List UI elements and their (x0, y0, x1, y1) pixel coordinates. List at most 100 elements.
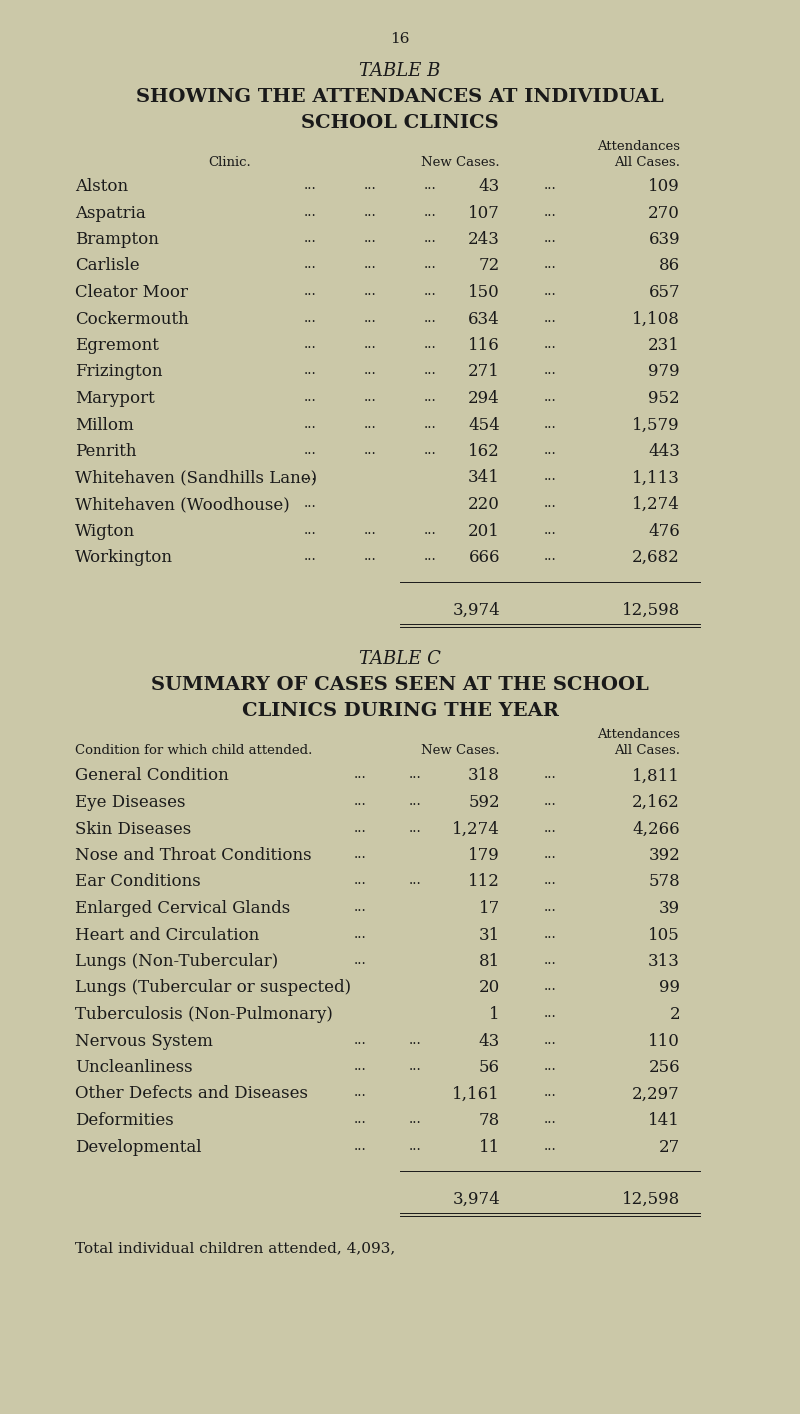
Text: ...: ... (544, 311, 556, 324)
Text: ...: ... (424, 549, 436, 563)
Text: 256: 256 (648, 1059, 680, 1076)
Text: ...: ... (544, 417, 556, 430)
Text: 105: 105 (648, 926, 680, 943)
Text: ...: ... (544, 390, 556, 404)
Text: ...: ... (304, 205, 316, 219)
Text: 294: 294 (468, 390, 500, 407)
Text: ...: ... (354, 1111, 366, 1126)
Text: ...: ... (544, 257, 556, 271)
Text: ...: ... (424, 337, 436, 351)
Text: ...: ... (409, 795, 422, 807)
Text: ...: ... (304, 230, 316, 245)
Text: 952: 952 (648, 390, 680, 407)
Text: Whitehaven (Sandhills Lane): Whitehaven (Sandhills Lane) (75, 469, 317, 486)
Text: ...: ... (544, 768, 556, 782)
Text: 1,579: 1,579 (632, 417, 680, 434)
Text: ...: ... (409, 1059, 422, 1073)
Text: 162: 162 (468, 443, 500, 460)
Text: 201: 201 (468, 523, 500, 540)
Text: ...: ... (544, 980, 556, 994)
Text: ...: ... (544, 523, 556, 536)
Text: Cleator Moor: Cleator Moor (75, 284, 188, 301)
Text: 4,266: 4,266 (632, 820, 680, 837)
Text: ...: ... (354, 768, 366, 782)
Text: ...: ... (304, 496, 316, 510)
Text: ...: ... (544, 899, 556, 913)
Text: New Cases.: New Cases. (422, 744, 500, 756)
Text: 3,974: 3,974 (452, 601, 500, 618)
Text: ...: ... (364, 257, 376, 271)
Text: ...: ... (424, 205, 436, 219)
Text: Skin Diseases: Skin Diseases (75, 820, 191, 837)
Text: ...: ... (354, 795, 366, 807)
Text: ...: ... (544, 363, 556, 378)
Text: SHOWING THE ATTENDANCES AT INDIVIDUAL: SHOWING THE ATTENDANCES AT INDIVIDUAL (136, 88, 664, 106)
Text: 43: 43 (478, 178, 500, 195)
Text: ...: ... (304, 443, 316, 457)
Text: ...: ... (544, 1032, 556, 1046)
Text: SCHOOL CLINICS: SCHOOL CLINICS (301, 115, 499, 132)
Text: ...: ... (544, 1138, 556, 1152)
Text: 141: 141 (648, 1111, 680, 1128)
Text: ...: ... (364, 390, 376, 404)
Text: Total individual children attended, 4,093,: Total individual children attended, 4,09… (75, 1241, 395, 1256)
Text: 476: 476 (648, 523, 680, 540)
Text: 454: 454 (468, 417, 500, 434)
Text: 392: 392 (648, 847, 680, 864)
Text: TABLE C: TABLE C (359, 649, 441, 667)
Text: ...: ... (544, 847, 556, 861)
Text: ...: ... (544, 1059, 556, 1073)
Text: ...: ... (424, 390, 436, 404)
Text: ...: ... (354, 847, 366, 861)
Text: Whitehaven (Woodhouse): Whitehaven (Woodhouse) (75, 496, 290, 513)
Text: Attendances: Attendances (597, 140, 680, 153)
Text: 1,274: 1,274 (452, 820, 500, 837)
Text: 112: 112 (468, 874, 500, 891)
Text: 231: 231 (648, 337, 680, 354)
Text: 150: 150 (468, 284, 500, 301)
Text: ...: ... (364, 178, 376, 192)
Text: ...: ... (424, 363, 436, 378)
Text: ...: ... (544, 549, 556, 563)
Text: 1,108: 1,108 (632, 311, 680, 328)
Text: Frizington: Frizington (75, 363, 162, 380)
Text: Uncleanliness: Uncleanliness (75, 1059, 193, 1076)
Text: 666: 666 (469, 549, 500, 566)
Text: ...: ... (364, 230, 376, 245)
Text: ...: ... (544, 284, 556, 298)
Text: Maryport: Maryport (75, 390, 154, 407)
Text: ...: ... (354, 1032, 366, 1046)
Text: ...: ... (409, 1138, 422, 1152)
Text: ...: ... (354, 926, 366, 940)
Text: ...: ... (364, 284, 376, 298)
Text: Millom: Millom (75, 417, 134, 434)
Text: ...: ... (304, 417, 316, 430)
Text: ...: ... (409, 1111, 422, 1126)
Text: 1,811: 1,811 (632, 768, 680, 785)
Text: 116: 116 (468, 337, 500, 354)
Text: ...: ... (424, 284, 436, 298)
Text: 443: 443 (648, 443, 680, 460)
Text: Penrith: Penrith (75, 443, 137, 460)
Text: 270: 270 (648, 205, 680, 222)
Text: ...: ... (354, 953, 366, 967)
Text: ...: ... (364, 337, 376, 351)
Text: Brampton: Brampton (75, 230, 159, 247)
Text: 43: 43 (478, 1032, 500, 1049)
Text: Workington: Workington (75, 549, 173, 566)
Text: ...: ... (544, 795, 556, 807)
Text: ...: ... (354, 1138, 366, 1152)
Text: ...: ... (544, 926, 556, 940)
Text: ...: ... (544, 178, 556, 192)
Text: 99: 99 (659, 980, 680, 997)
Text: 20: 20 (478, 980, 500, 997)
Text: Ear Conditions: Ear Conditions (75, 874, 201, 891)
Text: 592: 592 (468, 795, 500, 812)
Text: CLINICS DURING THE YEAR: CLINICS DURING THE YEAR (242, 701, 558, 720)
Text: Carlisle: Carlisle (75, 257, 140, 274)
Text: ...: ... (364, 205, 376, 219)
Text: SUMMARY OF CASES SEEN AT THE SCHOOL: SUMMARY OF CASES SEEN AT THE SCHOOL (151, 676, 649, 693)
Text: ...: ... (544, 496, 556, 510)
Text: 72: 72 (478, 257, 500, 274)
Text: Heart and Circulation: Heart and Circulation (75, 926, 259, 943)
